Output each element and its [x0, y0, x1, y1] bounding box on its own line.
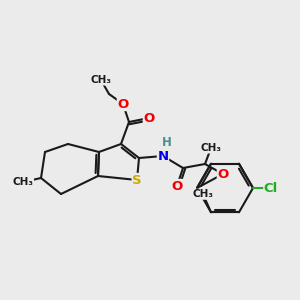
- Text: S: S: [132, 173, 142, 187]
- Text: Cl: Cl: [264, 182, 278, 194]
- Text: CH₃: CH₃: [13, 177, 34, 187]
- Text: CH₃: CH₃: [193, 189, 214, 199]
- Text: CH₃: CH₃: [91, 75, 112, 85]
- Text: O: O: [143, 112, 155, 124]
- Text: O: O: [218, 167, 229, 181]
- Text: H: H: [162, 136, 172, 149]
- Text: N: N: [158, 149, 169, 163]
- Text: O: O: [117, 98, 129, 110]
- Text: CH₃: CH₃: [200, 143, 221, 153]
- Text: O: O: [171, 179, 183, 193]
